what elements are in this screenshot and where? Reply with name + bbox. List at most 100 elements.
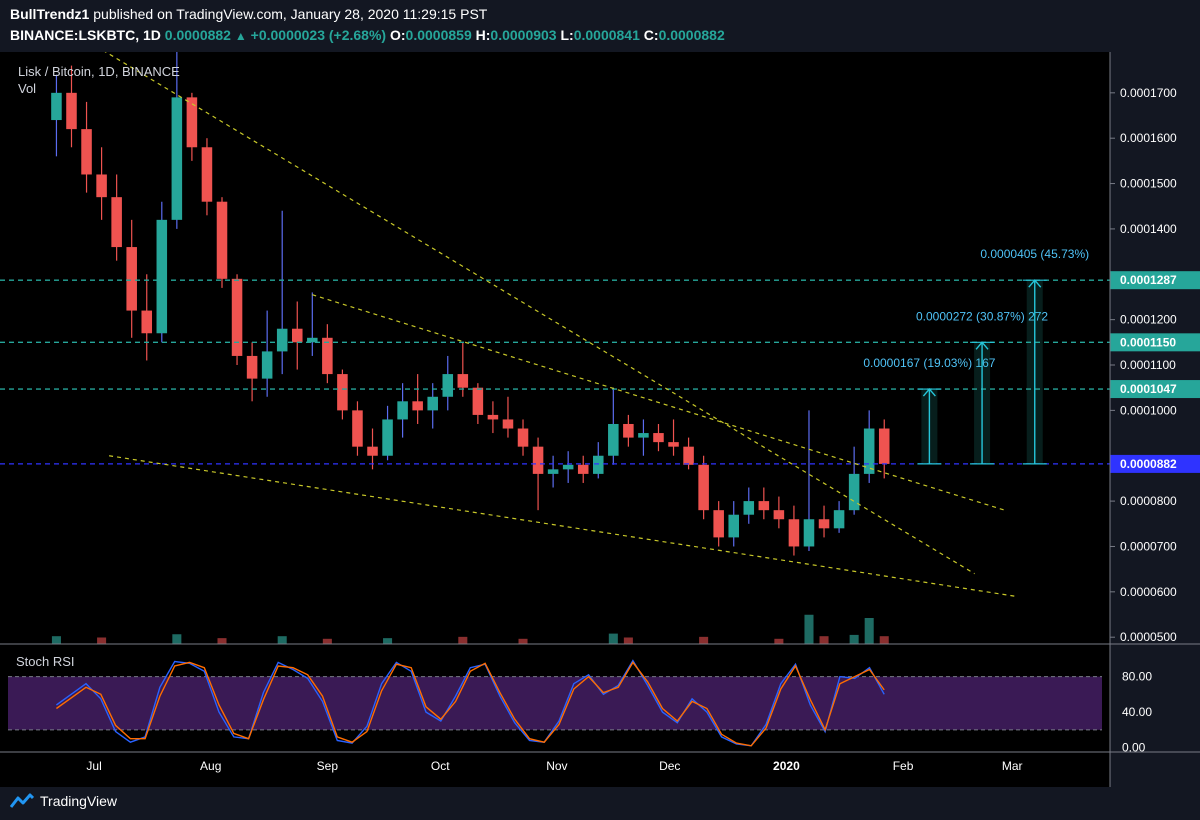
candle-body [186, 97, 198, 148]
candle-body [322, 337, 333, 375]
candle-body [863, 428, 875, 474]
tradingview-footer[interactable]: TradingView [10, 790, 117, 812]
grid-lines [0, 52, 1110, 644]
stoch-rsi-panel: 80.00 40.00 0.00 [8, 659, 1152, 755]
candle-body [66, 92, 77, 130]
candle-body [141, 310, 153, 334]
candle-body [156, 219, 168, 334]
measure-label: 0.0000272 (30.87%) 272 [916, 309, 1048, 323]
price-change: +0.0000023 (+2.68%) [250, 27, 387, 43]
chart-title: Lisk / Bitcoin, 1D, BINANCE [18, 64, 180, 79]
symbol-name[interactable]: BINANCE:LSKBTC, 1D [10, 27, 161, 43]
volume-bar [608, 633, 618, 644]
candle-body [201, 147, 213, 202]
candle-body [291, 328, 303, 343]
candle-body [517, 428, 529, 447]
candle-body [728, 514, 739, 538]
volume-bar [217, 638, 227, 644]
stoch-tick-label: 0.00 [1122, 741, 1146, 755]
candle-body [261, 351, 273, 379]
candle-body [638, 433, 649, 438]
last-price: 0.0000882 [164, 27, 231, 43]
candle-body [713, 510, 724, 538]
time-tick-label: Feb [893, 759, 914, 773]
price-tick-label: 0.0000800 [1120, 494, 1177, 508]
candle-body [81, 129, 92, 175]
volume-bar [518, 638, 528, 644]
price-tick-label: 0.0001000 [1120, 403, 1177, 417]
volume-bar [322, 638, 332, 644]
volume-bar [804, 614, 814, 644]
candle-body [337, 374, 348, 411]
candle-body [231, 278, 243, 356]
ohlc-open: O:0.0000859 [389, 27, 472, 43]
price-tick-label: 0.0000500 [1120, 630, 1177, 644]
candle-body [96, 174, 107, 198]
ohlc-high: H:0.0000903 [475, 27, 557, 43]
measurement-tools: 0.0000167 (19.03%) 167 0.0000272 (30.87%)… [863, 247, 1089, 465]
time-tick-label: Oct [431, 759, 450, 773]
publish-info: BullTrendz1 published on TradingView.com… [10, 6, 487, 22]
price-tick-label: 0.0000700 [1120, 539, 1177, 553]
ohlc-close: C:0.0000882 [643, 27, 725, 43]
candle-body [472, 387, 484, 415]
tradingview-logo-icon [10, 793, 34, 808]
candle-body [547, 469, 559, 474]
price-tick-label: 0.0001500 [1120, 177, 1177, 191]
candle-body [307, 337, 318, 343]
candle-body [246, 355, 258, 379]
candle-body [683, 446, 694, 465]
volume-bar [864, 618, 874, 644]
candle-body [623, 423, 634, 438]
stoch-tick-label: 40.00 [1122, 705, 1152, 719]
candle-body [818, 519, 830, 529]
stoch-band [8, 676, 1102, 730]
candle-body [126, 247, 137, 311]
trendline [109, 455, 1017, 597]
volume-bar [623, 637, 633, 644]
symbol-info: BINANCE:LSKBTC, 1D 0.0000882 ▲ +0.000002… [10, 27, 725, 43]
level-price-label: 0.0001150 [1120, 335, 1176, 349]
candle-body [382, 419, 393, 456]
stoch-d-line [55, 661, 885, 747]
candle-body [367, 446, 378, 456]
stoch-rsi-title: Stoch RSI [16, 654, 75, 669]
candlesticks [51, 52, 890, 556]
volume-bar [774, 638, 784, 644]
candle-body [577, 464, 589, 474]
price-tick-label: 0.0001400 [1120, 222, 1177, 236]
volume-bar [879, 636, 889, 644]
trendline [104, 52, 975, 575]
candle-body [668, 442, 679, 447]
author-name[interactable]: BullTrendz1 [10, 6, 90, 22]
price-chart[interactable]: 0.0001287 0.0001150 0.0001047 0.0000882 0.0… [0, 52, 1200, 787]
volume-bar [97, 637, 107, 644]
tradingview-brand: TradingView [40, 793, 118, 809]
candle-body [352, 410, 363, 447]
time-tick-label: Mar [1002, 759, 1023, 773]
level-price-label: 0.0001287 [1120, 273, 1177, 287]
price-tick-label: 0.0001200 [1120, 313, 1177, 327]
candle-body [276, 328, 288, 352]
candle-body [608, 423, 619, 456]
time-tick-label: 2020 [773, 759, 800, 773]
candle-body [171, 97, 183, 220]
candle-body [111, 197, 122, 248]
time-tick-label: Aug [200, 759, 221, 773]
candle-body [457, 374, 469, 388]
candle-body [487, 414, 499, 420]
candle-body [593, 455, 604, 474]
candle-body [653, 433, 664, 443]
candle-body [833, 510, 845, 529]
candle-body [412, 401, 423, 411]
volume-bar [458, 636, 468, 644]
candle-body [758, 501, 770, 511]
level-price-label: 0.0000882 [1120, 457, 1177, 471]
level-price-tag [1110, 454, 1200, 473]
volume-bar [277, 636, 287, 644]
level-price-tag [1110, 271, 1200, 290]
published-text: published on TradingView.com, January 28… [93, 6, 488, 22]
price-tick-label: 0.0001600 [1120, 131, 1177, 145]
candle-body [502, 419, 514, 429]
volume-bar [819, 636, 829, 644]
